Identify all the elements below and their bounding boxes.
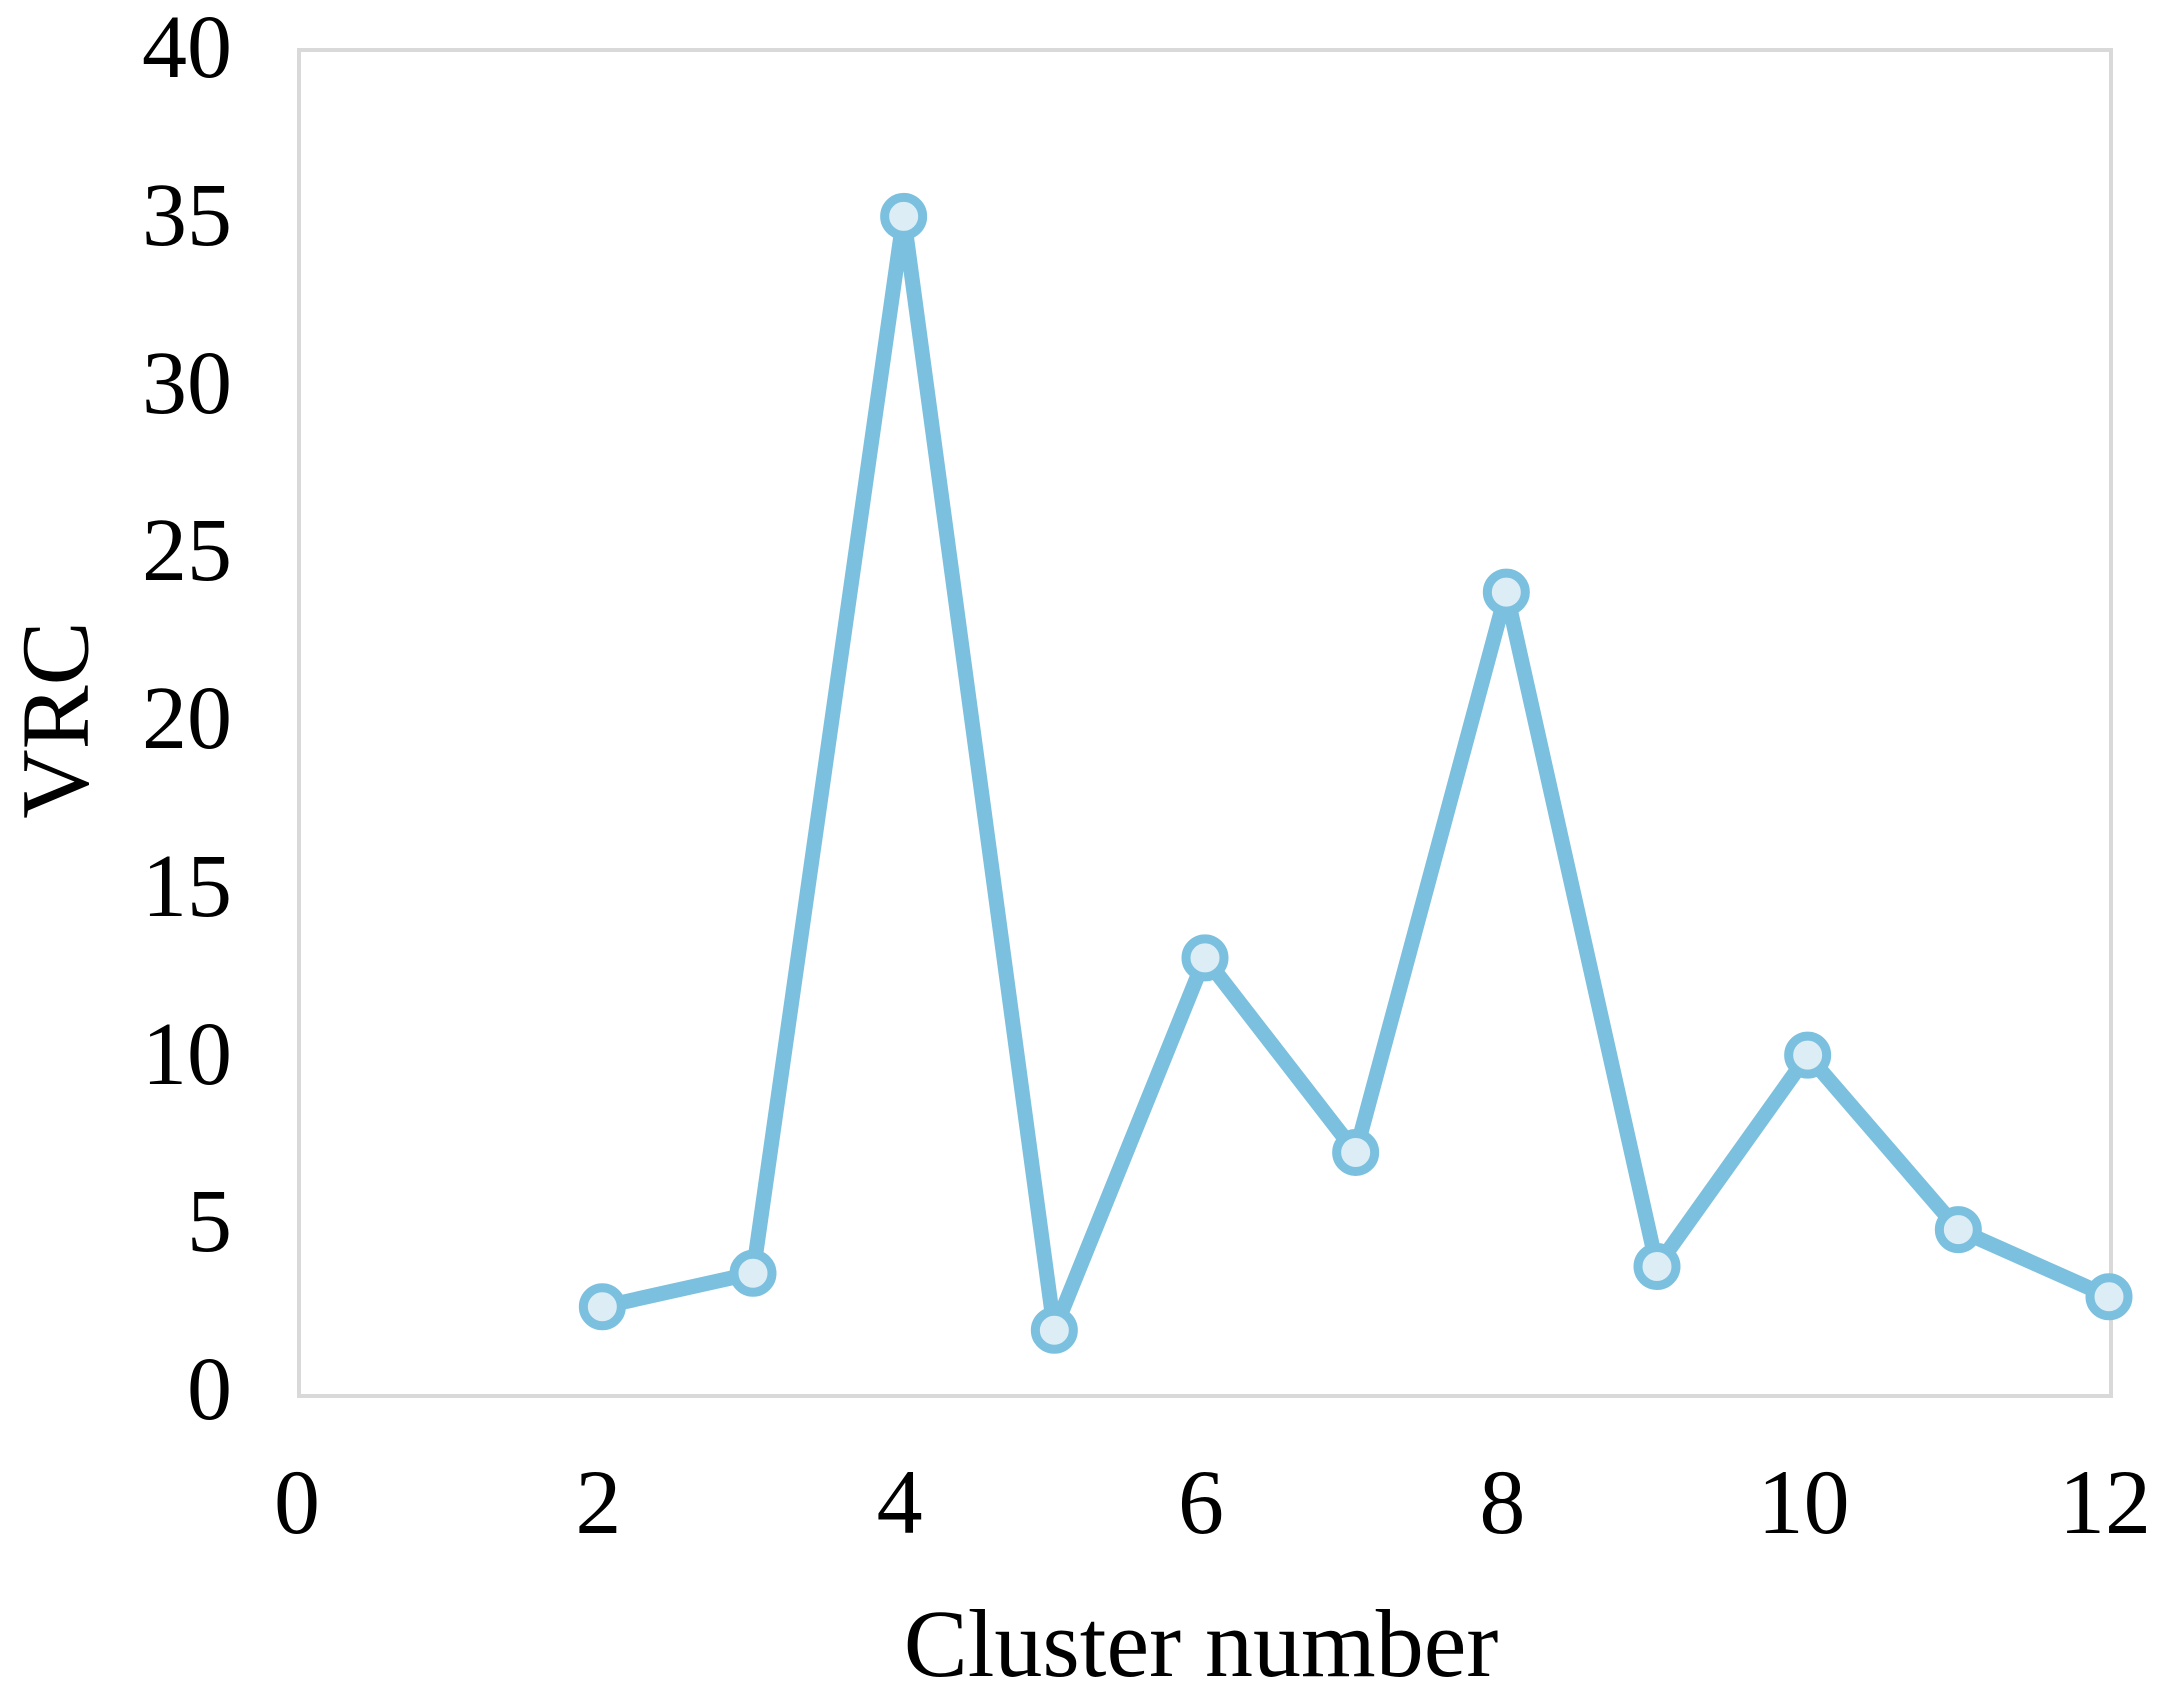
y-tick-label: 40 [142,0,232,97]
x-tick-label: 4 [876,1451,923,1553]
y-tick-label: 35 [142,165,232,265]
y-tick-label: 0 [187,1340,232,1439]
y-tick-label: 20 [142,669,232,768]
x-tick-label: 10 [1757,1451,1850,1553]
y-tick-label: 25 [142,501,232,601]
data-point-marker [2085,1273,2133,1321]
y-tick-label: 5 [187,1172,232,1272]
data-point-marker [1332,1128,1380,1176]
y-tick-label: 30 [142,333,232,433]
data-point-marker [1482,568,1530,616]
y-tick-label: 15 [142,836,232,936]
x-tick-label: 0 [274,1451,320,1553]
plot-area [297,48,2133,1398]
y-tick-label: 10 [142,1004,232,1104]
x-tick-label: 2 [575,1451,622,1553]
x-axis-title: Cluster number [903,1590,1499,1697]
x-tick-label: 12 [2059,1451,2151,1553]
data-point-marker [1181,934,1229,982]
data-point-marker [578,1283,626,1331]
data-point-marker [1030,1306,1078,1354]
line-series-svg [578,192,2133,1354]
data-point-marker [1633,1243,1681,1291]
data-point-marker [1934,1206,1982,1254]
data-point-marker [880,192,928,240]
x-tick-label: 8 [1479,1451,1526,1553]
vrc-series-markers [578,192,2133,1354]
data-point-marker [1784,1031,1832,1079]
x-tick-label: 6 [1178,1451,1224,1553]
data-point-marker [729,1249,777,1297]
